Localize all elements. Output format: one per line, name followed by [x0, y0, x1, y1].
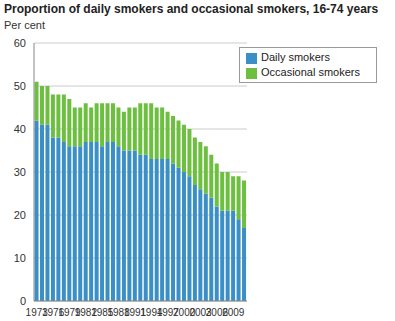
svg-text:2000: 2000 — [173, 307, 196, 319]
svg-text:60: 60 — [14, 37, 26, 49]
html-text:Proportion of daily smokers an: Proportion of daily smokers and occasion… — [4, 2, 379, 16]
svg-text:1976: 1976 — [42, 307, 65, 319]
svg-text:10: 10 — [14, 252, 26, 264]
svg-text:1979: 1979 — [58, 307, 81, 319]
html-text:Per cent: Per cent — [4, 19, 45, 31]
svg-text:1985: 1985 — [91, 307, 114, 319]
svg-text:40: 40 — [14, 123, 26, 135]
svg-text:1988: 1988 — [107, 307, 130, 319]
svg-text:2006: 2006 — [205, 307, 228, 319]
svg-text:50: 50 — [14, 80, 26, 92]
svg-text:1973: 1973 — [25, 307, 48, 319]
html-text:Occasional smokers: Occasional smokers — [261, 66, 360, 78]
svg-text:1991: 1991 — [123, 307, 147, 319]
svg-text:30: 30 — [14, 166, 26, 178]
svg-text:1997: 1997 — [156, 307, 179, 319]
svg-text:1994: 1994 — [140, 307, 163, 319]
svg-text:1982: 1982 — [74, 307, 97, 319]
svg-text:0: 0 — [20, 295, 26, 307]
svg-text:20: 20 — [14, 209, 26, 221]
svg-text:2009: 2009 — [222, 307, 245, 318]
svg-text:2003: 2003 — [189, 307, 212, 319]
html-text:Daily smokers: Daily smokers — [261, 51, 330, 63]
